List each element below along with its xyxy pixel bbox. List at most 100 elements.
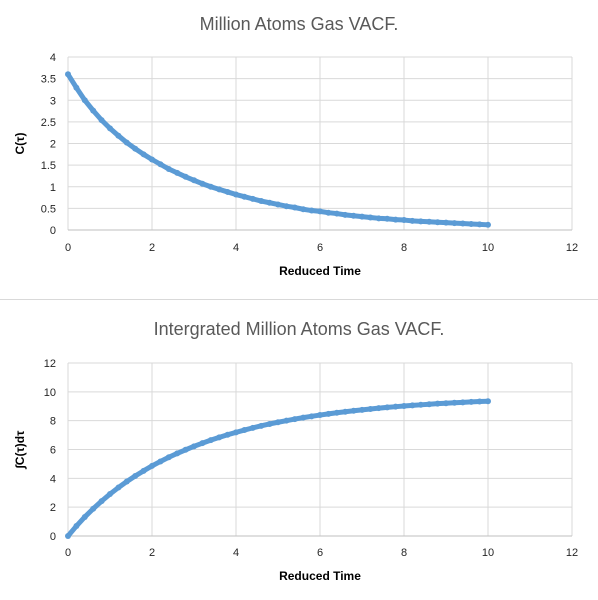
data-point [140,467,147,474]
vacf-chart-panel: Million Atoms Gas VACF. 0 0.5 1 1.5 2 2.5 3 3.5 4… [0,14,598,300]
chart-title: Intergrated Million Atoms Gas VACF. [154,319,445,339]
data-point [216,434,223,441]
data-point [333,409,340,416]
data-point [317,412,323,419]
y-tick-label: 8 [50,416,56,428]
data-point [459,220,466,227]
data-point [149,156,155,163]
data-point [291,204,298,211]
y-tick-label: 2 [50,139,56,151]
data-point [325,410,332,417]
data-point [224,188,231,195]
y-tick-label: 1 [50,182,56,194]
y-tick-label: 2.5 [41,117,56,129]
data-point [317,208,323,215]
data-point [485,221,491,228]
y-tick-label: 12 [44,358,56,370]
data-point [98,498,105,505]
x-tick-label: 4 [233,242,239,254]
data-point [123,478,130,485]
data-point [392,403,399,410]
x-tick-label: 8 [401,547,407,559]
data-point [283,417,290,424]
y-tick-label: 3.5 [41,74,56,86]
data-point [384,215,391,222]
data-point [275,419,281,426]
data-point [375,215,382,222]
data-point [375,405,382,412]
data-point [132,473,139,480]
y-tick-label: 4 [50,52,56,64]
vacf-chart: Million Atoms Gas VACF. 0 0.5 1 1.5 2 2.5 3 3.5 4… [13,14,578,278]
data-point [426,401,433,408]
data-point [241,427,248,434]
data-point [485,398,491,405]
y-tick-label: 2 [50,502,56,514]
integrated-vacf-chart-panel: Intergrated Million Atoms Gas VACF. 0 2 4 6 8… [0,304,598,600]
data-point [174,169,181,176]
data-point [459,399,466,406]
data-point [300,414,307,421]
data-point [199,180,206,187]
data-point [233,429,239,436]
data-point [275,201,281,208]
data-point [392,216,399,223]
data-point [291,416,298,423]
data-point [308,207,315,214]
data-point [417,218,424,225]
x-tick-label: 0 [65,547,71,559]
data-point [409,402,416,409]
data-point [266,199,273,206]
data-point [191,443,197,450]
x-tick-label: 8 [401,242,407,254]
data-point [300,206,307,213]
data-point [342,211,349,218]
data-point [443,400,449,407]
data-point [182,173,189,180]
data-point [174,450,181,457]
y-tick-label: 0 [50,531,56,543]
data-point [115,484,122,491]
data-point [258,422,265,429]
data-point [451,220,458,227]
data-point [224,431,231,438]
x-axis-label: Reduced Time [279,569,361,583]
data-point [81,513,88,520]
x-tick-label: 2 [149,547,155,559]
data-point [451,399,458,406]
data-point [199,440,206,447]
data-point [107,491,113,498]
data-point [476,398,483,405]
data-point [65,71,71,78]
data-point [207,437,214,444]
x-tick-label: 2 [149,242,155,254]
data-point [157,458,164,465]
data-point [165,454,172,461]
data-point [123,139,130,146]
y-tick-label: 4 [50,473,56,485]
data-point [249,195,256,202]
data-point [434,219,441,226]
data-point [81,97,88,104]
x-axis-label: Reduced Time [279,264,361,278]
data-point [401,217,407,224]
data-point [342,408,349,415]
data-point [283,203,290,210]
data-point [443,219,449,226]
y-tick-label: 1.5 [41,160,56,172]
x-tick-label: 0 [65,242,71,254]
data-point [90,107,97,114]
data-point [182,446,189,453]
data-point [149,462,155,469]
y-tick-label: 0 [50,225,56,237]
data-point [90,505,97,512]
data-point [157,161,164,168]
data-point [132,145,139,152]
data-point [98,117,105,124]
data-point [308,413,315,420]
y-tick-label: 6 [50,445,56,457]
y-tick-label: 10 [44,387,56,399]
data-point [73,84,80,91]
x-tick-label: 10 [482,547,494,559]
data-point [140,151,147,158]
